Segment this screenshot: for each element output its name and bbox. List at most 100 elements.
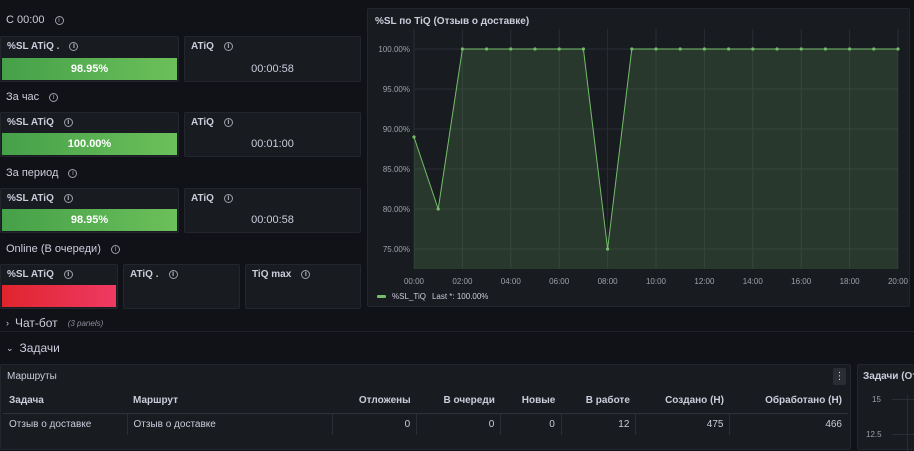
info-icon[interactable]: i	[54, 15, 64, 25]
tasks-chart-title: Задачи (От	[863, 371, 914, 382]
stat-value: 98.95%	[2, 58, 177, 80]
chart-legend[interactable]: %SL_TiQ Last *: 100.00%	[377, 292, 488, 301]
data-point	[775, 47, 779, 51]
table-header[interactable]: Создано (Н)	[635, 389, 730, 414]
y-tick-label: 90.00%	[383, 125, 410, 134]
panel-title: %SL ATiQ	[7, 269, 54, 280]
data-point	[751, 47, 755, 51]
info-icon[interactable]: i	[49, 92, 59, 102]
table-header[interactable]: В работе	[561, 389, 636, 414]
panel-menu-icon[interactable]: ⋮	[833, 368, 846, 385]
chart-panel-sl-tiq[interactable]: %SL по TiQ (Отзыв о доставке) 75.00% 80.0…	[367, 8, 910, 307]
x-tick-label: 04:00	[501, 277, 522, 286]
table-cell: 0	[332, 413, 418, 435]
tasks-y-tick: 12.5	[866, 430, 882, 439]
info-icon[interactable]: i	[69, 42, 79, 51]
info-icon[interactable]: i	[223, 194, 233, 203]
info-icon[interactable]: i	[63, 270, 73, 279]
stat-panel-atiq-hour[interactable]: ATiQ i 00:01:00	[184, 112, 361, 157]
row-chatbot[interactable]: › Чат-бот (3 panels)	[6, 316, 103, 330]
stat-panel-atiq-period[interactable]: ATiQ i 00:00:58	[184, 188, 361, 233]
info-icon[interactable]: i	[223, 118, 233, 127]
stat-panel-sl-atiq-hour[interactable]: %SL ATiQ i 100.00%	[0, 112, 179, 157]
tasks-grid-line	[892, 434, 914, 435]
row-chatbot-title: Чат-бот	[15, 316, 58, 330]
y-tick-label: 95.00%	[383, 85, 410, 94]
info-icon[interactable]: i	[63, 118, 73, 127]
table-cell: 0	[500, 413, 562, 435]
data-point	[412, 135, 416, 139]
table-header[interactable]: Обработано (Н)	[729, 389, 848, 414]
row-tasks[interactable]: ⌄ Задачи	[6, 341, 60, 355]
panel-header: ATiQ . i	[130, 269, 178, 280]
data-point	[848, 47, 852, 51]
stat-panel-tiq-max-online[interactable]: TiQ max i	[245, 264, 361, 309]
chevron-right-icon: ›	[6, 318, 9, 328]
table-header[interactable]: Отложены	[332, 389, 417, 414]
legend-swatch	[377, 295, 386, 298]
data-point	[630, 47, 634, 51]
panel-header: %SL ATiQ i	[7, 269, 73, 280]
tasks-grid-line	[892, 399, 914, 400]
x-tick-label: 00:00	[404, 277, 425, 286]
x-tick-label: 12:00	[694, 277, 715, 286]
panel-header: %SL ATiQ i	[7, 193, 73, 204]
data-point	[702, 47, 706, 51]
info-icon[interactable]: i	[63, 194, 73, 203]
section-per-hour-label: За час	[6, 91, 40, 103]
panel-title: TiQ max	[252, 269, 292, 280]
table-row[interactable]: Отзыв о доставке Отзыв о доставке 0 0 0 12 475…	[3, 413, 848, 435]
panel-header: TiQ max i	[252, 269, 311, 280]
data-point	[509, 47, 513, 51]
panel-header: ATiQ i	[191, 117, 233, 128]
x-tick-label: 18:00	[840, 277, 861, 286]
panel-title: %SL ATiQ .	[7, 41, 60, 52]
stat-panel-atiq-today[interactable]: ATiQ i 00:00:58	[184, 36, 361, 82]
routes-table: Задача Маршрут Отложены В очереди Новые В раб…	[3, 389, 848, 435]
info-icon[interactable]: i	[301, 270, 311, 279]
table-header[interactable]: Новые	[500, 389, 562, 414]
stat-value: 98.95%	[2, 209, 177, 231]
section-per-hour: За час i	[6, 91, 59, 103]
stat-panel-atiq-online[interactable]: ATiQ . i	[123, 264, 240, 309]
panel-header: %SL ATiQ i	[7, 117, 73, 128]
stat-panel-sl-atiq-online[interactable]: %SL ATiQ i	[0, 264, 118, 309]
x-tick-label: 20:00	[888, 277, 909, 286]
tasks-chart-panel[interactable]: Задачи (От 15 12.5	[857, 364, 914, 451]
y-tick-label: 100.00%	[378, 45, 410, 54]
chart-area	[413, 48, 898, 269]
panel-title: ATiQ .	[130, 269, 159, 280]
panel-title: %SL ATiQ	[7, 117, 54, 128]
info-icon[interactable]: i	[68, 168, 78, 178]
section-online-label: Online (В очереди)	[6, 243, 101, 255]
table-cell: 0	[416, 413, 502, 435]
x-tick-label: 06:00	[549, 277, 570, 286]
data-point	[654, 47, 658, 51]
info-icon[interactable]: i	[110, 244, 120, 254]
stat-panel-sl-atiq-today[interactable]: %SL ATiQ . i 98.95%	[0, 36, 179, 82]
info-icon[interactable]: i	[223, 42, 233, 51]
panel-title: ATiQ	[191, 193, 214, 204]
row-divider	[0, 331, 914, 332]
info-icon[interactable]: i	[168, 270, 178, 279]
table-header[interactable]: В очереди	[416, 389, 501, 414]
y-tick-label: 85.00%	[383, 165, 410, 174]
routes-table-title: Маршруты	[7, 371, 57, 382]
data-point	[606, 247, 610, 251]
stat-panel-sl-atiq-period[interactable]: %SL ATiQ i 98.95%	[0, 188, 179, 233]
data-point	[436, 207, 440, 211]
x-tick-label: 02:00	[452, 277, 473, 286]
y-tick-label: 80.00%	[383, 205, 410, 214]
y-tick-label: 75.00%	[383, 245, 410, 254]
chart-panel-title: %SL по TiQ (Отзыв о доставке)	[375, 16, 530, 27]
legend-series-name: %SL_TiQ	[392, 292, 426, 301]
stat-value: 00:01:00	[251, 138, 294, 150]
x-tick-label: 10:00	[646, 277, 667, 286]
legend-last-value: Last *: 100.00%	[431, 292, 489, 301]
routes-table-panel[interactable]: Маршруты ⋮ Задача Маршрут Отложены В очеред…	[0, 364, 851, 450]
table-header[interactable]: Задача	[3, 389, 127, 414]
chart-x-axis: 00:00 02:00 04:00 06:00 08:00 10:00 12:00 14:00…	[404, 277, 909, 286]
table-header[interactable]: Маршрут	[127, 389, 332, 414]
x-tick-label: 16:00	[791, 277, 812, 286]
series-area-fill	[414, 49, 898, 269]
